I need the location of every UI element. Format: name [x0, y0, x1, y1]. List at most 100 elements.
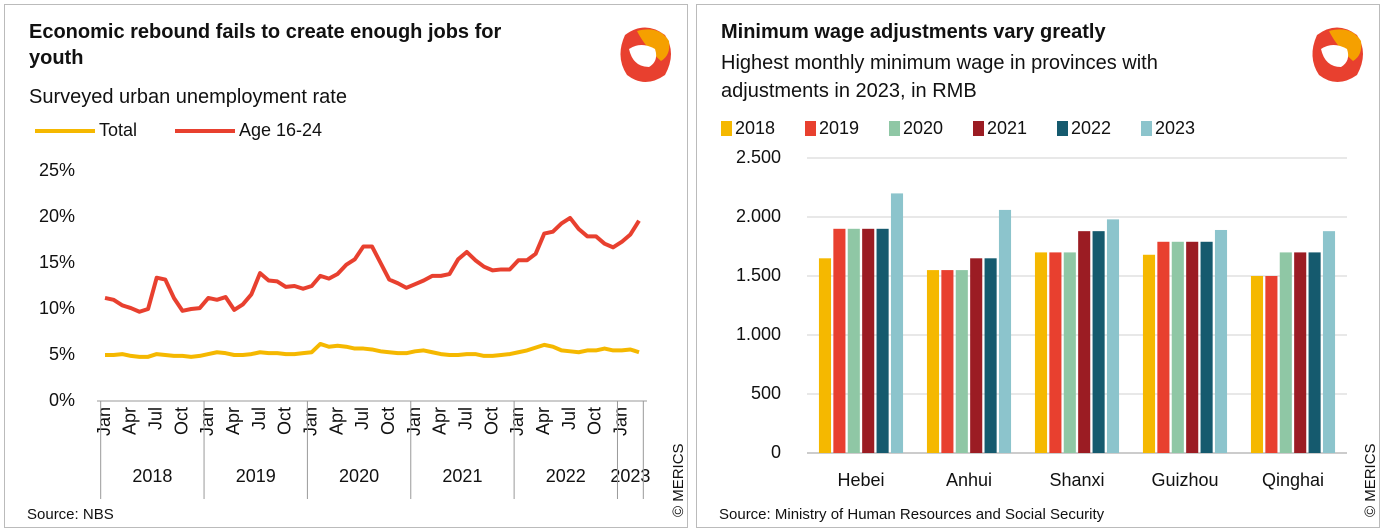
- legend-swatch: [973, 121, 984, 136]
- x-tick-label: Guizhou: [1151, 470, 1218, 490]
- bar: [998, 209, 1012, 453]
- x-tick-label: Jan: [404, 407, 424, 436]
- y-tick-label: 10%: [39, 298, 75, 318]
- bar: [1200, 241, 1213, 453]
- x-tick-label: Jul: [559, 407, 579, 430]
- bar: [1214, 229, 1228, 453]
- x-tick-label: Oct: [585, 407, 605, 435]
- bar: [1250, 276, 1264, 453]
- x-tick-label: Jul: [249, 407, 269, 430]
- bar: [890, 193, 904, 453]
- bar: [941, 270, 954, 453]
- x-tick-label: Apr: [430, 407, 450, 435]
- bar: [1049, 252, 1062, 453]
- credit: © MERICS: [1362, 443, 1379, 517]
- y-tick-label: 0: [771, 442, 781, 462]
- y-tick-label: 5%: [49, 344, 75, 364]
- y-tick-label: 500: [751, 383, 781, 403]
- legend-label: 2022: [1071, 118, 1111, 138]
- logo: [1312, 27, 1363, 82]
- bar: [1106, 219, 1120, 453]
- bar: [1034, 252, 1048, 453]
- chart: 0 500 1.000 1.500 2.000 2.500 Source: Ministry…: [719, 27, 1379, 523]
- bar: [1322, 231, 1336, 453]
- bar: [1063, 252, 1076, 453]
- bar: [1171, 241, 1184, 453]
- bar: [876, 228, 889, 453]
- chart-subtitle: Highest monthly minimum wage in province…: [721, 52, 1158, 102]
- legend-swatch: [889, 121, 900, 136]
- x-group-label: 2023: [610, 466, 650, 486]
- y-tick-label: 1.000: [736, 324, 781, 344]
- bar: [1078, 231, 1091, 453]
- legend-swatch: [1057, 121, 1068, 136]
- y-tick-label: 0%: [49, 390, 75, 410]
- legend-label: 2018: [735, 118, 775, 138]
- bar: [1265, 276, 1278, 453]
- y-tick-label: 2.500: [736, 147, 781, 167]
- x-tick-label: Jan: [611, 407, 631, 436]
- panel-right: 0 500 1.000 1.500 2.000 2.500 Source: Ministry…: [696, 4, 1380, 528]
- x-tick-label: Jul: [145, 407, 165, 430]
- legend-label: Age 16-24: [239, 120, 322, 140]
- legend-label: 2019: [819, 118, 859, 138]
- x-tick-label: Shanxi: [1049, 470, 1104, 490]
- x-tick-label: Apr: [533, 407, 553, 435]
- series-line: [104, 215, 641, 314]
- x-tick-label: Hebei: [837, 470, 884, 490]
- chart: 0% 5% 10% 15% 20% 25% Source: NBS © MERICS Jan Ap…: [27, 27, 687, 523]
- bar: [955, 270, 968, 453]
- chart-subtitle: Surveyed urban unemployment rate: [29, 86, 347, 108]
- y-tick-label: 15%: [39, 252, 75, 272]
- panel-left: 0% 5% 10% 15% 20% 25% Source: NBS © MERICS Jan Ap…: [4, 4, 688, 528]
- legend-label: 2023: [1155, 118, 1195, 138]
- x-group-label: 2022: [546, 466, 586, 486]
- legend-swatch: [1141, 121, 1152, 136]
- x-tick-label: Jan: [507, 407, 527, 436]
- logo: [620, 27, 671, 82]
- chart-title: Minimum wage adjustments vary greatly: [721, 21, 1106, 43]
- bar: [847, 228, 860, 453]
- bar: [1294, 252, 1307, 453]
- x-tick-label: Oct: [481, 407, 501, 435]
- y-tick-label: 20%: [39, 206, 75, 226]
- x-tick-label: Qinghai: [1262, 470, 1324, 490]
- x-tick-label: Apr: [326, 407, 346, 435]
- x-tick-label: Apr: [223, 407, 243, 435]
- legend-label: 2020: [903, 118, 943, 138]
- bar: [1279, 252, 1292, 453]
- y-tick-label: 25%: [39, 160, 75, 180]
- x-group-label: 2018: [132, 466, 172, 486]
- y-tick-label: 1.500: [736, 265, 781, 285]
- bar: [862, 228, 875, 453]
- legend-label: Total: [99, 120, 137, 140]
- legend-swatch: [721, 121, 732, 136]
- x-group-label: 2019: [236, 466, 276, 486]
- x-tick-label: Jul: [455, 407, 475, 430]
- legend-label: 2021: [987, 118, 1027, 138]
- bar: [1092, 231, 1105, 453]
- y-tick-label: 2.000: [736, 206, 781, 226]
- x-tick-label: Anhui: [946, 470, 992, 490]
- x-group-label: 2020: [339, 466, 379, 486]
- x-tick-label: Jan: [94, 407, 114, 436]
- x-tick-label: Apr: [120, 407, 140, 435]
- x-tick-label: Jul: [352, 407, 372, 430]
- bar: [1308, 252, 1321, 453]
- x-tick-label: Oct: [275, 407, 295, 435]
- x-tick-label: Oct: [171, 407, 191, 435]
- x-tick-label: Oct: [378, 407, 398, 435]
- bar: [984, 258, 997, 453]
- series-line: [105, 341, 640, 359]
- bar: [833, 228, 846, 453]
- source: Source: NBS: [27, 506, 114, 523]
- bar: [970, 258, 983, 453]
- credit: © MERICS: [670, 443, 687, 517]
- bar: [1142, 254, 1156, 453]
- bar: [1186, 241, 1199, 453]
- chart-title: Economic rebound fails to create enough …: [29, 21, 502, 69]
- x-tick-label: Jan: [300, 407, 320, 436]
- source: Source: Ministry of Human Resources and …: [719, 506, 1105, 523]
- x-tick-label: Jan: [197, 407, 217, 436]
